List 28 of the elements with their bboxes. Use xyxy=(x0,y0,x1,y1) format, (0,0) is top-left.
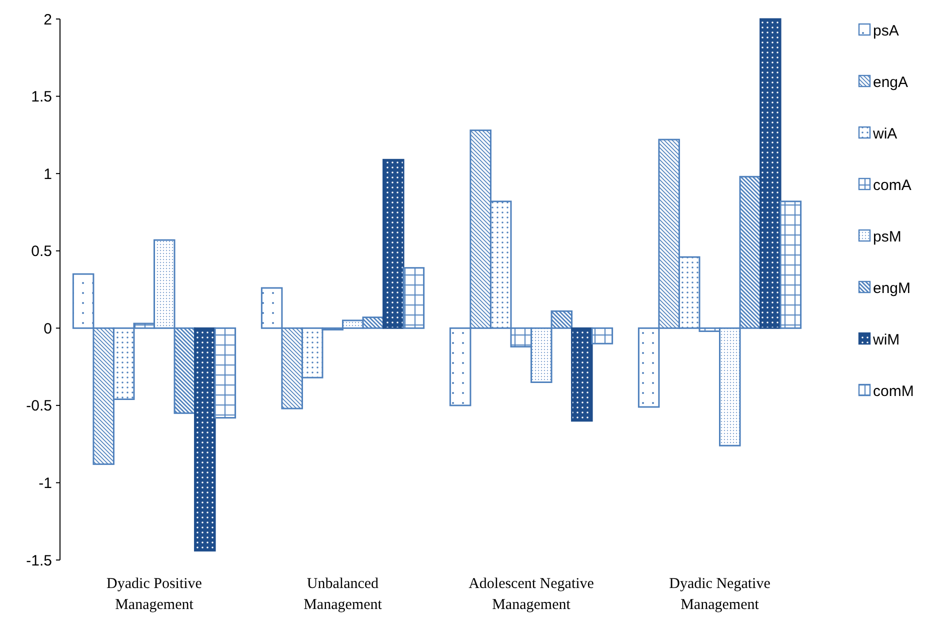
x-tick-label: Adolescent Negative Management xyxy=(468,576,594,613)
x-tick-label: Dyadic Positive Management xyxy=(106,576,202,613)
y-tick-label: 0.5 xyxy=(31,243,52,260)
y-tick-label: 1.5 xyxy=(31,88,52,106)
bar xyxy=(780,200,802,329)
y-tick-label: 1 xyxy=(44,166,52,183)
legend-label: engM xyxy=(873,280,911,297)
bar xyxy=(194,327,216,552)
bar xyxy=(382,158,404,329)
y-tick-label: -0.5 xyxy=(26,398,52,415)
x-tick-label: Dyadic Negative Management xyxy=(669,576,771,613)
y-tick-label: 2 xyxy=(44,11,52,28)
legend-label: wiA xyxy=(872,125,898,142)
y-tick-label: -1 xyxy=(38,474,52,492)
bar xyxy=(402,267,425,329)
bar xyxy=(760,18,782,329)
legend-label: engA xyxy=(873,74,908,91)
x-tick-label: Unbalanced Management xyxy=(304,576,383,613)
legend-label: wiM xyxy=(872,331,900,348)
y-tick-label: -1.5 xyxy=(26,552,52,570)
bar xyxy=(591,327,614,344)
y-tick-label: 0 xyxy=(44,320,52,338)
legend-label: psM xyxy=(873,228,902,246)
legend-label: psA xyxy=(873,22,899,40)
legend-label: comM xyxy=(873,382,914,400)
bar xyxy=(214,327,236,419)
bar xyxy=(571,327,593,422)
legend-label: comA xyxy=(873,176,912,194)
